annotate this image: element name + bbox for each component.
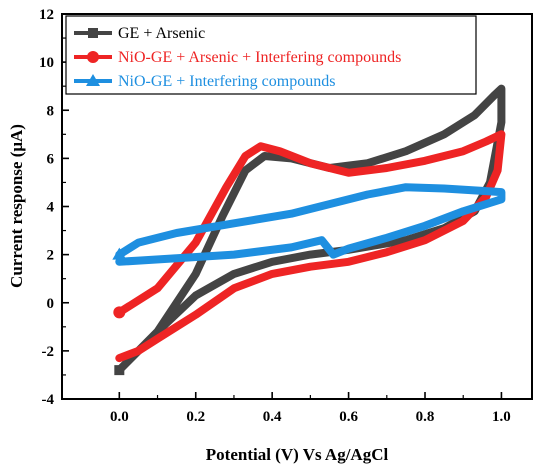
legend: GE + Arsenic NiO-GE + Arsenic + Interferi…	[74, 25, 401, 90]
x-tick-label: 0.0	[110, 409, 129, 425]
x-tick-label: 0.2	[186, 409, 205, 425]
y-tick-label: -2	[42, 344, 55, 360]
legend-label-1: GE + Arsenic	[118, 25, 205, 42]
x-tick-label: 1.0	[492, 409, 511, 425]
legend-marker-2	[87, 51, 99, 63]
series-1-marker	[114, 365, 125, 376]
y-tick-label: 2	[47, 248, 55, 264]
series-2-marker	[113, 306, 126, 319]
x-axis: 0.0 0.2 0.4 0.6 0.8 1.0	[110, 392, 511, 425]
y-tick-label: 10	[39, 55, 54, 71]
x-tick-label: 0.8	[416, 409, 435, 425]
series-3-marker	[112, 247, 127, 260]
y-tick-label: 4	[47, 200, 55, 216]
legend-box	[65, 15, 477, 95]
y-axis: -4 -2 0 2 4 6 8 10 12	[39, 7, 69, 408]
y-tick-label: 6	[47, 151, 55, 167]
y-tick-label: -4	[42, 392, 55, 408]
y-tick-label: 8	[47, 103, 55, 119]
series-layer	[112, 84, 506, 376]
legend-label-3: NiO-GE + Interfering compounds	[118, 73, 335, 90]
x-axis-title: Potential (V) Vs Ag/AgCl	[206, 445, 389, 464]
series-line-3	[115, 183, 506, 266]
legend-label-2: NiO-GE + Arsenic + Interfering compounds	[118, 49, 401, 66]
series-line-2	[115, 130, 506, 363]
legend-marker-1	[88, 28, 98, 38]
y-tick-label: 0	[47, 296, 55, 312]
legend-marker-3	[86, 74, 100, 86]
x-tick-label: 0.6	[339, 409, 358, 425]
y-axis-title: Current response (μA)	[7, 124, 26, 288]
series-line-1	[115, 84, 506, 375]
x-tick-label: 0.4	[263, 409, 282, 425]
y-tick-label: 12	[39, 7, 54, 23]
